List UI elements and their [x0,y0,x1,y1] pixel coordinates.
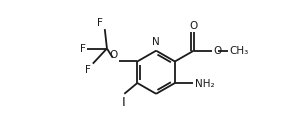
Text: N: N [152,37,160,47]
Text: NH₂: NH₂ [195,79,215,89]
Text: F: F [86,65,91,75]
Text: CH₃: CH₃ [229,46,249,56]
Text: O: O [110,50,118,60]
Text: O: O [190,21,198,31]
Text: F: F [97,18,103,28]
Text: I: I [122,96,125,109]
Text: O: O [213,46,221,56]
Text: F: F [80,44,86,53]
